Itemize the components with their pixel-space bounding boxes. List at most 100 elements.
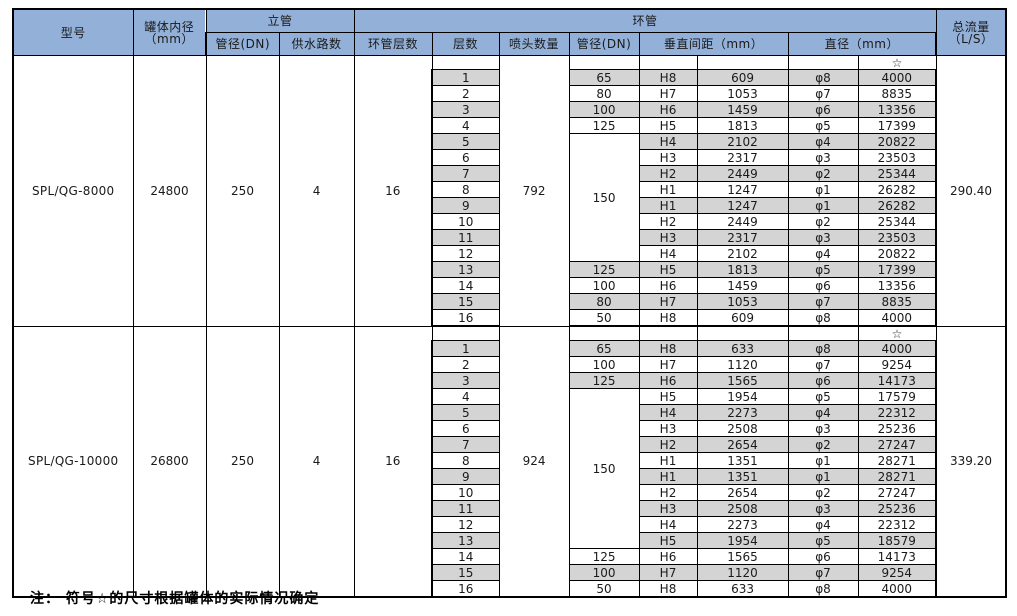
table-row: 5 H4 2273 φ4 22312 [13, 404, 1006, 421]
cell-phi-label: φ4 [787, 516, 859, 533]
cell-diameter: 4000 [857, 69, 938, 86]
cell-diameter: 28271 [857, 452, 938, 469]
cell-h-label: H1 [638, 468, 698, 485]
cell-diameter: 14173 [857, 548, 938, 565]
cell-ring-dn: 100 [568, 101, 640, 118]
cell-h-label: H2 [638, 213, 698, 230]
cell-phi-label: φ5 [787, 117, 859, 134]
cell-diameter: 8835 [857, 85, 938, 102]
cell-layer-no: 5 [431, 133, 500, 150]
col-header-riser-dn: 管径(DN) [205, 32, 280, 56]
table-row: 10 H2 2449 φ2 25344 [13, 213, 1006, 230]
cell-phi-pad [787, 55, 859, 70]
table-header: 型号 罐体内径 （mm） 立管 环管 总流量 （L/S） 管径(DN) 供水路数… [12, 8, 1008, 56]
cell-total-flow: 339.20 [935, 325, 1008, 598]
cell-nozzle-count: 792 [498, 55, 570, 327]
cell-ring-dn: 125 [568, 261, 640, 278]
cell-h-label: H5 [638, 117, 698, 134]
cell-phi-label: φ7 [787, 85, 859, 102]
cell-phi-label: φ2 [787, 436, 859, 453]
star-marker: ☆ [857, 325, 937, 341]
cell-layer-no: 1 [431, 69, 500, 86]
cell-h-label: H3 [638, 420, 698, 437]
cell-layer-no: 11 [431, 229, 500, 246]
cell-ring-layers: 16 [353, 325, 433, 598]
cell-riser-supply-paths: 4 [278, 55, 355, 327]
cell-riser-supply-paths: 4 [278, 325, 355, 598]
cell-h-label: H3 [638, 229, 698, 246]
cell-layer-no: 4 [431, 117, 500, 134]
table-row: 16 50 H8 633 φ8 4000 [13, 580, 1006, 598]
cell-vertical-spacing: 2102 [696, 133, 789, 150]
cell-ring-dn: 80 [568, 85, 640, 102]
cell-vertical-spacing: 2508 [696, 420, 789, 437]
cell-layer-pad [431, 325, 500, 341]
table-row: 11 H3 2508 φ3 25236 [13, 500, 1006, 517]
cell-h-label: H4 [638, 133, 698, 150]
cell-vertical-spacing: 1459 [696, 101, 789, 118]
cell-phi-label: φ2 [787, 484, 859, 501]
cell-layer-no: 3 [431, 101, 500, 118]
table-row: 4 125 H5 1813 φ5 17399 [13, 117, 1006, 134]
cell-h-label: H8 [638, 580, 698, 598]
cell-vertical-spacing: 1813 [696, 117, 789, 134]
cell-vertical-spacing: 2449 [696, 165, 789, 182]
cell-h-label: H5 [638, 532, 698, 549]
cell-ring-dn-pad [568, 55, 640, 70]
cell-phi-label: φ4 [787, 404, 859, 421]
total-flow-line2: （L/S） [948, 31, 994, 46]
cell-diameter: 25236 [857, 500, 938, 517]
cell-diameter: 25236 [857, 420, 938, 437]
cell-layer-no: 11 [431, 500, 500, 517]
cell-vertical-spacing: 1120 [696, 356, 789, 373]
cell-vertical-spacing: 633 [696, 340, 789, 357]
cell-phi-label: φ5 [787, 388, 859, 405]
cell-ring-dn: 100 [568, 356, 640, 373]
cell-layer-no: 13 [431, 532, 500, 549]
table-row: 16 50 H8 609 φ8 4000 [13, 309, 1006, 327]
col-header-total-flow: 总流量 （L/S） [935, 8, 1008, 56]
cell-diameter: 27247 [857, 436, 938, 453]
cell-h-label-pad [638, 55, 698, 70]
cell-ring-dn: 150 [568, 388, 640, 549]
cell-phi-label: φ4 [787, 133, 859, 150]
cell-vertical-spacing: 1565 [696, 548, 789, 565]
cell-h-label: H4 [638, 404, 698, 421]
cell-diameter: 4000 [857, 340, 938, 357]
cell-layer-no: 2 [431, 85, 500, 102]
cell-diameter: 27247 [857, 484, 938, 501]
cell-phi-label: φ8 [787, 340, 859, 357]
cell-h-label: H1 [638, 452, 698, 469]
cell-h-label: H8 [638, 340, 698, 357]
cell-layer-no: 10 [431, 484, 500, 501]
cell-vertical-spacing: 1813 [696, 261, 789, 278]
cell-h-label: H2 [638, 165, 698, 182]
cell-layer-no: 1 [431, 340, 500, 357]
cell-phi-label: φ7 [787, 293, 859, 310]
cell-ring-dn-pad [568, 325, 640, 341]
table-row: 3 125 H6 1565 φ6 14173 [13, 372, 1006, 389]
cell-h-label: H6 [638, 372, 698, 389]
cell-diameter: 23503 [857, 149, 938, 166]
cell-layer-no: 15 [431, 293, 500, 310]
cell-ring-dn: 125 [568, 372, 640, 389]
cell-vertical-spacing: 2654 [696, 484, 789, 501]
cell-diameter: 4000 [857, 309, 938, 327]
cell-ring-dn: 65 [568, 69, 640, 86]
cell-layer-no: 5 [431, 404, 500, 421]
cell-h-label: H3 [638, 500, 698, 517]
cell-ring-dn: 125 [568, 117, 640, 134]
col-header-diameter: 直径（mm） [787, 32, 938, 56]
cell-phi-label: φ3 [787, 500, 859, 517]
sprinkler-spec-table: 型号 罐体内径 （mm） 立管 环管 总流量 （L/S） 管径(DN) 供水路数… [12, 8, 1008, 598]
cell-phi-label: φ2 [787, 213, 859, 230]
cell-phi-label: φ8 [787, 580, 859, 598]
cell-diameter: 28271 [857, 468, 938, 485]
cell-h-label: H3 [638, 149, 698, 166]
table-row: 13 H5 1954 φ5 18579 [13, 532, 1006, 549]
cell-vertical-spacing: 1053 [696, 85, 789, 102]
cell-vertical-spacing: 2508 [696, 500, 789, 517]
table-row: 11 H3 2317 φ3 23503 [13, 229, 1006, 246]
cell-vertical-spacing: 1565 [696, 372, 789, 389]
